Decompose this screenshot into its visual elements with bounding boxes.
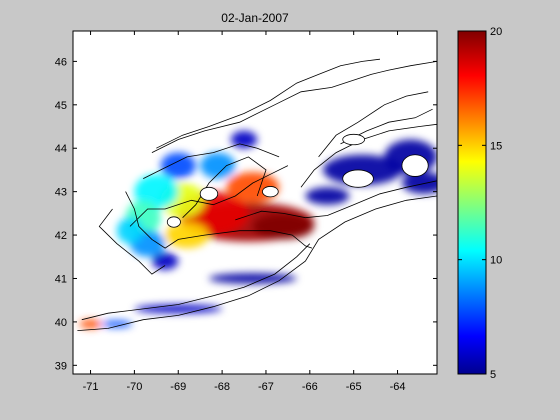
x-tick-label: -69 [170,381,186,393]
x-tick-label: -70 [126,381,142,393]
colorbar-tick-label: 10 [490,255,502,267]
field-cell [200,152,236,179]
field-cell [401,172,437,194]
contour-line [143,143,280,179]
x-tick-label: -66 [302,381,318,393]
contour-line [151,61,437,153]
x-tick-label: -71 [83,381,99,393]
field-cell [165,222,209,249]
contour-line [125,191,313,249]
contour-ring [199,186,219,201]
y-tick-label: 43 [55,187,67,199]
field-cell [116,217,144,244]
field-cell [305,187,350,205]
field-cell [208,273,297,284]
contour-line [318,91,429,158]
contour-ring [342,169,374,188]
colorbar [457,30,487,375]
y-tick-label: 46 [55,56,67,68]
x-tick-label: -68 [214,381,230,393]
contour-ring [401,154,429,177]
contour-ring [166,216,181,228]
x-tick-label: -65 [346,381,362,393]
x-tick-label: -64 [390,381,406,393]
contour-line [77,195,437,331]
plot-background [73,31,437,374]
y-tick-label: 42 [55,230,67,242]
field-cell [134,174,179,210]
contour-line [182,156,267,218]
contour-line [98,208,166,275]
colorbar-tick-label: 20 [490,26,502,38]
field-cell [101,320,133,328]
colorbar-tick-label: 15 [490,140,502,152]
colorbar-tick-label: 5 [490,369,496,381]
y-tick-label: 41 [55,273,67,285]
y-axis: 39 40 41 42 43 44 45 46 [55,56,437,372]
contour-ring [342,133,366,146]
contour-line [235,180,437,221]
plot-frame [72,30,438,375]
y-tick-label: 39 [55,360,67,372]
y-tick-label: 44 [55,143,67,155]
contour-ring [262,186,279,198]
field-cell [160,152,196,179]
field-cell [151,252,179,270]
y-tick-label: 40 [55,317,67,329]
chart-title: 02-Jan-2007 [221,11,289,25]
field-cell [230,130,258,149]
field-cell [134,304,223,314]
contour-line [81,243,311,321]
contour-line [129,165,289,227]
field-cell [79,319,102,329]
coastline-contours [77,58,437,331]
y-tick-label: 45 [55,100,67,112]
x-axis: -71 -70 -69 -68 -67 -66 -65 -64 [83,31,406,393]
x-tick-label: -67 [258,381,274,393]
field-cell [252,213,315,240]
colorbar-axis: 5 10 15 20 [458,26,502,381]
contour-line [156,58,381,149]
